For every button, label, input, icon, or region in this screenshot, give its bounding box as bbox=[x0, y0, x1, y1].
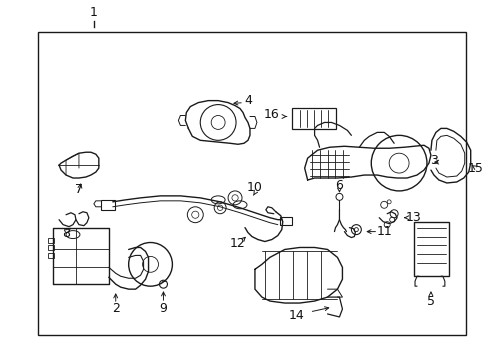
Text: 6: 6 bbox=[335, 179, 343, 193]
Text: 4: 4 bbox=[244, 94, 251, 107]
Bar bbox=[48, 253, 54, 258]
Bar bbox=[48, 238, 54, 243]
Bar bbox=[279, 217, 291, 225]
Text: 2: 2 bbox=[112, 302, 120, 315]
Text: 16: 16 bbox=[264, 108, 279, 121]
Text: 8: 8 bbox=[62, 227, 70, 240]
Text: 10: 10 bbox=[246, 181, 263, 194]
Text: 14: 14 bbox=[288, 310, 304, 323]
Text: 5: 5 bbox=[426, 294, 434, 307]
Text: 7: 7 bbox=[75, 184, 83, 197]
Bar bbox=[101, 200, 115, 210]
Bar bbox=[48, 246, 54, 251]
Text: 9: 9 bbox=[159, 302, 167, 315]
Text: 13: 13 bbox=[406, 211, 421, 224]
Bar bbox=[38, 32, 465, 336]
Text: 15: 15 bbox=[467, 162, 483, 175]
Text: 12: 12 bbox=[230, 237, 245, 250]
Text: 3: 3 bbox=[429, 154, 437, 167]
Text: 11: 11 bbox=[376, 225, 391, 238]
Text: 1: 1 bbox=[90, 6, 98, 19]
Bar bbox=[413, 222, 448, 276]
Bar bbox=[291, 108, 336, 129]
